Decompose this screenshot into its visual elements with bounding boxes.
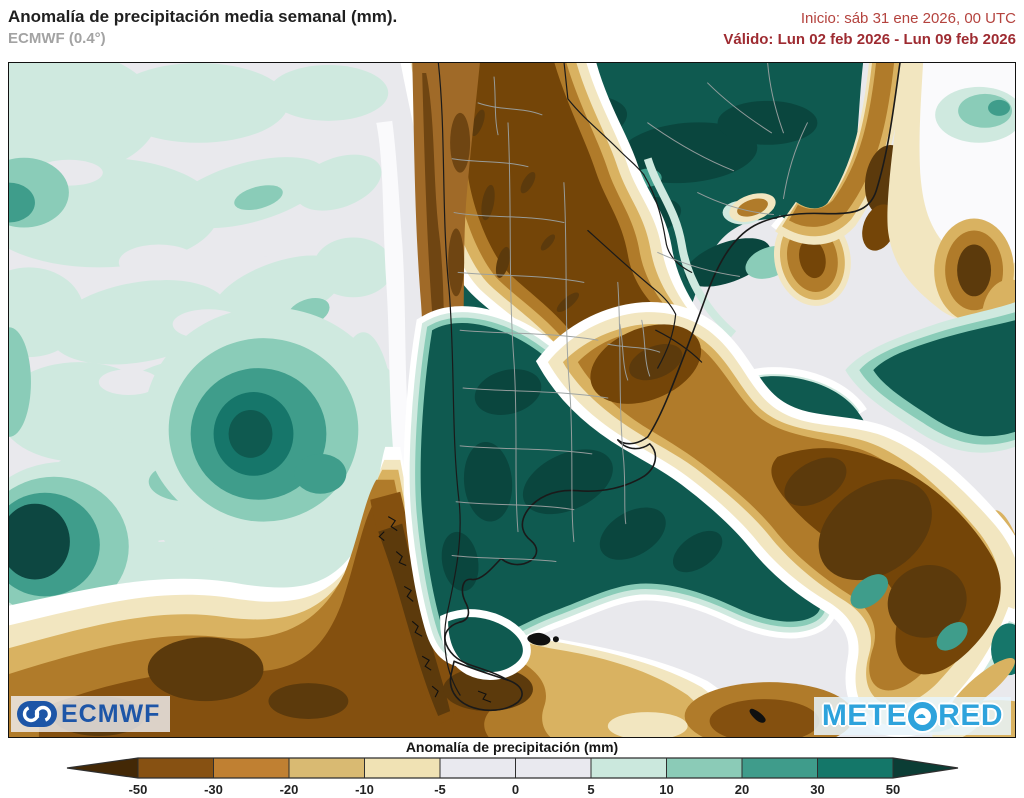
country-borders — [437, 63, 901, 723]
legend-colorbar-svg: -50 -30 -20 -10 -5 0 5 10 20 30 50 — [66, 757, 959, 797]
legend-tick: -20 — [280, 782, 299, 797]
legend: Anomalía de precipitación (mm) -50 -30 -20… — [0, 738, 1024, 798]
legend-tick: -50 — [129, 782, 148, 797]
header-left: Anomalía de precipitación media semanal … — [8, 6, 397, 49]
pacific-positive-anomaly-feature — [143, 307, 394, 537]
southern-ocean-negative-region — [9, 446, 1015, 737]
model-label: ECMWF (0.4°) — [8, 29, 106, 47]
legend-tick: 20 — [735, 782, 749, 797]
legend-tick: -30 — [204, 782, 223, 797]
legend-arrow — [893, 758, 958, 778]
legend-segment — [742, 758, 818, 778]
meteored-logo-text-left: METE — [821, 699, 908, 732]
chile-argentina-border — [437, 63, 461, 696]
legend-segment — [364, 758, 440, 778]
meteored-logo: METE ☁ RED — [813, 697, 1011, 735]
valid-range: Válido: Lun 02 feb 2026 - Lun 09 feb 202… — [723, 31, 1016, 48]
header-right: Inicio: sáb 31 ene 2026, 00 UTC Válido: … — [723, 8, 1016, 50]
legend-tick: 50 — [886, 782, 900, 797]
falkland-islands — [527, 632, 551, 646]
legend-title: Anomalía de precipitación (mm) — [405, 739, 619, 755]
ecmwf-mark-icon — [17, 701, 57, 727]
fjord-relief-marks — [378, 516, 492, 703]
init-datetime: Inicio: sáb 31 ene 2026, 00 UTC — [800, 10, 1016, 27]
atlantic-negative-swath — [535, 302, 1015, 737]
legend-segment — [440, 758, 516, 778]
ecmwf-logo-text: ECMWF — [61, 699, 161, 728]
coastline — [444, 63, 901, 681]
legend-tick: -5 — [434, 782, 446, 797]
tierra-del-fuego-outline — [449, 660, 523, 712]
map-title: Anomalía de precipitación media semanal … — [8, 7, 398, 26]
legend-tick: -10 — [355, 782, 374, 797]
legend-segment — [289, 758, 365, 778]
legend-outline — [66, 757, 959, 779]
legend-segment — [138, 758, 214, 778]
northeast-atlantic-region — [887, 63, 1015, 356]
legend-segment — [817, 758, 893, 778]
header: Anomalía de precipitación media semanal … — [0, 0, 1024, 62]
right-edge-positive-region — [845, 302, 1015, 623]
precipitation-anomaly-map — [9, 63, 1015, 737]
legend-arrow — [67, 758, 138, 778]
legend-tick: 10 — [659, 782, 673, 797]
map-canvas: ECMWF METE ☁ RED — [8, 62, 1016, 738]
legend-segment — [213, 758, 289, 778]
legend-colorbar: -50 -30 -20 -10 -5 0 5 10 20 30 50 — [0, 738, 1024, 798]
south-georgia — [749, 708, 766, 723]
legend-tick: 0 — [512, 782, 519, 797]
meteored-o-cloud-icon: ☁ — [908, 701, 938, 731]
ecmwf-logo: ECMWF — [11, 696, 171, 732]
legend-segment — [591, 758, 667, 778]
meteored-logo-text-right: RED — [938, 699, 1003, 732]
legend-segment — [515, 758, 591, 778]
admin-borders — [451, 63, 808, 563]
legend-tick: 5 — [587, 782, 594, 797]
legend-segment — [666, 758, 742, 778]
legend-tick: 30 — [810, 782, 824, 797]
